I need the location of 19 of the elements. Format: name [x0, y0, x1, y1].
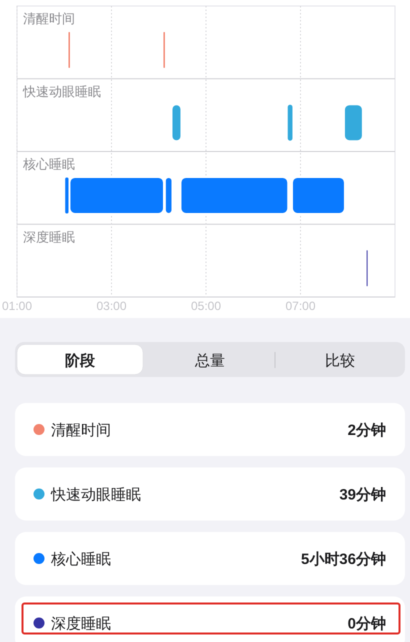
text: 0分钟 [348, 616, 386, 632]
text: 阶段 [65, 352, 96, 370]
text: 39分钟 [339, 486, 386, 504]
category-label: 深度睡眠 [51, 616, 111, 632]
x-tick-label: 01:00 [2, 299, 32, 313]
x-tick-label: 03:00 [96, 299, 127, 313]
text: 5小时36分钟 [300, 551, 386, 568]
x-tick-label: 07:00 [285, 299, 316, 313]
category-label: 快速动眼睡眠 [50, 486, 141, 504]
y-tick-label: 清醒时间 [23, 11, 75, 26]
text: 2分钟 [348, 422, 386, 439]
text: 总量 [194, 352, 225, 370]
y-tick-label: 核心睡眠 [22, 156, 75, 172]
y-tick-label: 深度睡眠 [23, 229, 75, 244]
x-tick-label: 05:00 [190, 299, 222, 313]
category-label: 清醒时间 [51, 422, 111, 439]
text: 比较 [325, 352, 355, 370]
category-label: 核心睡眠 [50, 551, 111, 568]
y-tick-label: 快速动眼睡眠 [22, 84, 101, 99]
